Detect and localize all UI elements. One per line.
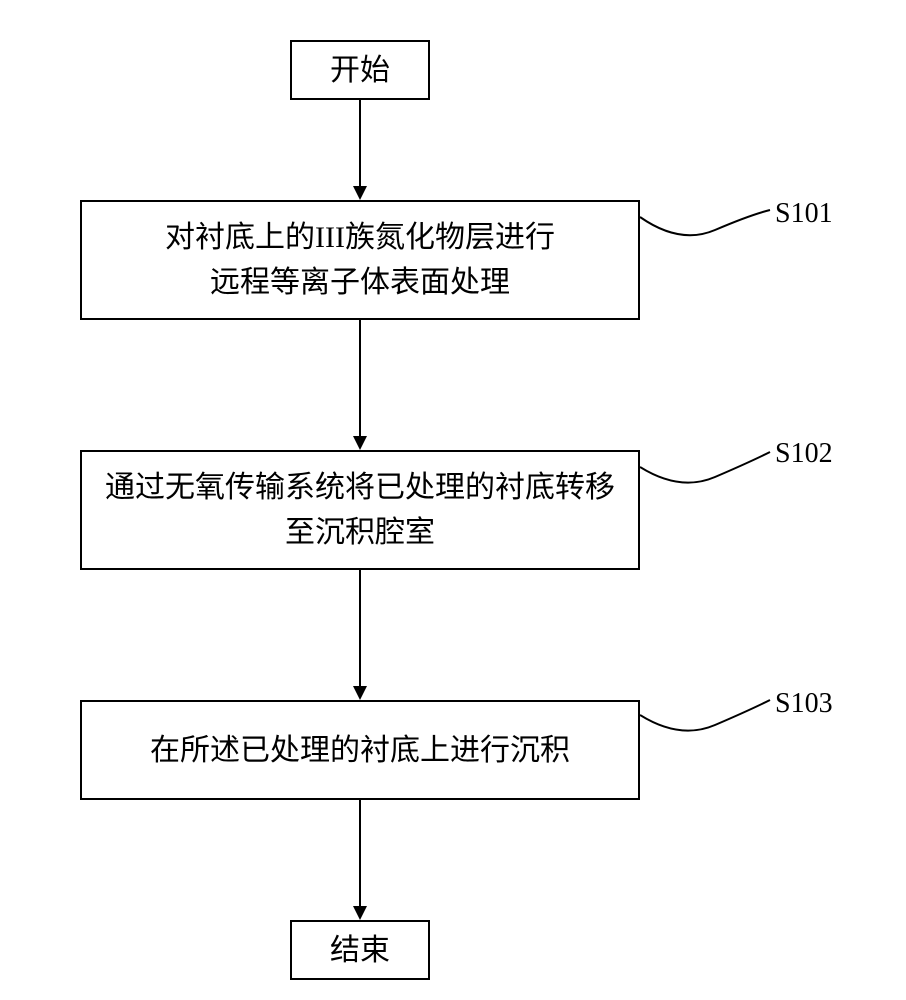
callout-s101: S101 — [640, 195, 880, 255]
callout-s103: S103 — [640, 685, 880, 745]
step-s101-text: 对衬底上的III族氮化物层进行 远程等离子体表面处理 — [165, 215, 555, 305]
end-label: 结束 — [330, 928, 390, 973]
callout-s102: S102 — [640, 437, 880, 497]
callout-curve-icon — [640, 437, 780, 497]
callout-s102-label: S102 — [775, 438, 833, 470]
callout-s101-label: S101 — [775, 198, 833, 230]
start-label: 开始 — [330, 48, 390, 93]
start-node: 开始 — [290, 40, 430, 100]
callout-s103-label: S103 — [775, 688, 833, 720]
step-s103-text: 在所述已处理的衬底上进行沉积 — [150, 728, 570, 773]
callout-curve-icon — [640, 685, 780, 745]
step-s103: 在所述已处理的衬底上进行沉积 — [80, 700, 640, 800]
step-s102-text: 通过无氧传输系统将已处理的衬底转移 至沉积腔室 — [105, 465, 615, 555]
callout-curve-icon — [640, 195, 780, 255]
end-node: 结束 — [290, 920, 430, 980]
step-s102: 通过无氧传输系统将已处理的衬底转移 至沉积腔室 — [80, 450, 640, 570]
step-s101: 对衬底上的III族氮化物层进行 远程等离子体表面处理 — [80, 200, 640, 320]
flowchart: 开始 对衬底上的III族氮化物层进行 远程等离子体表面处理 通过无氧传输系统将已… — [0, 0, 906, 1000]
